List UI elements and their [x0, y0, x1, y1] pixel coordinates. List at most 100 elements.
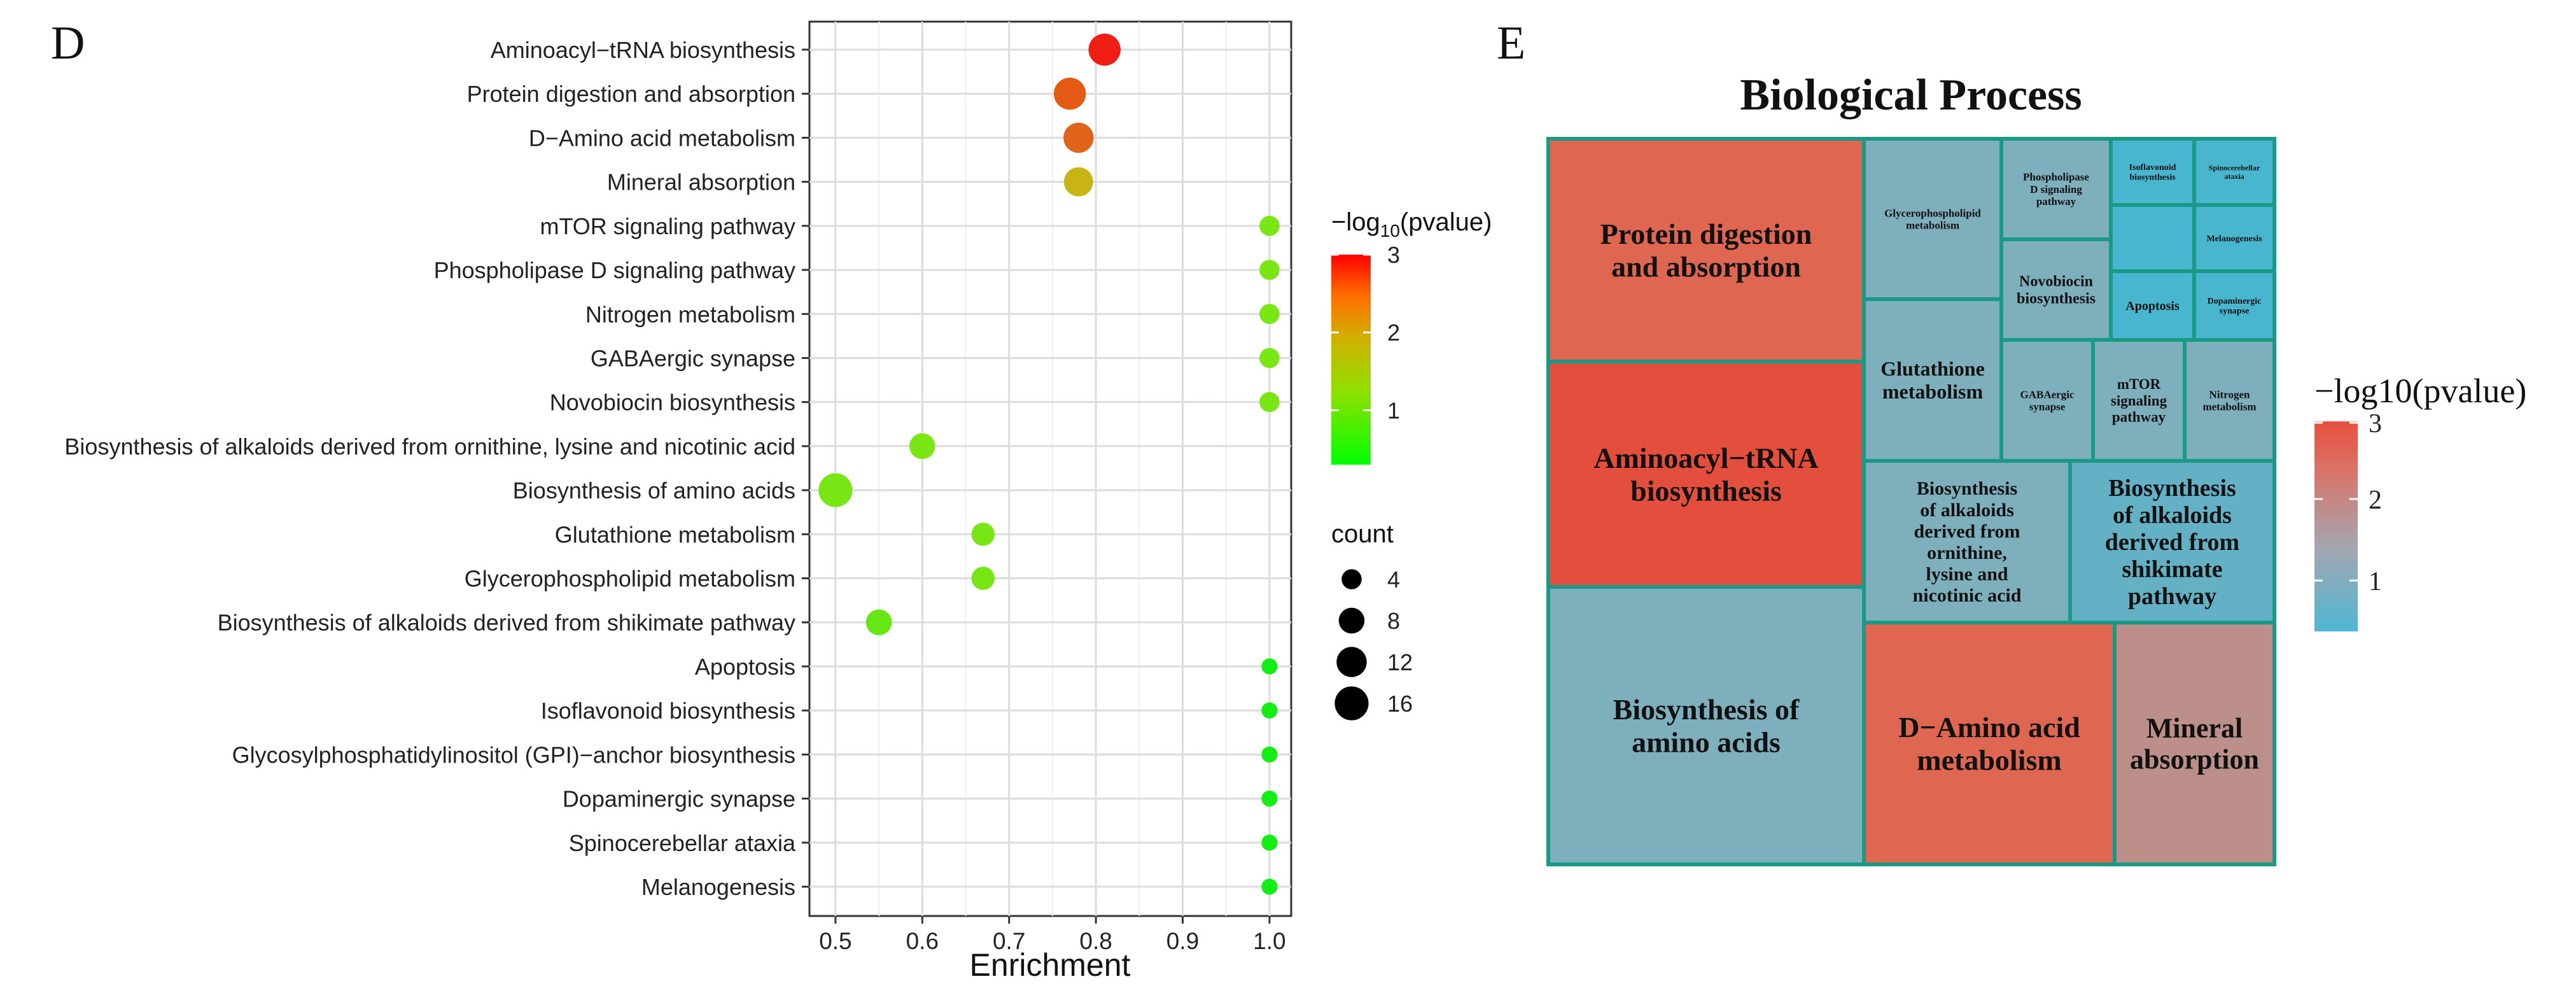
tile-glutathione-metabolism: Glutathione metabolism — [1862, 297, 2003, 463]
color-legend-d: −log10(pvalue) 1 2 3 — [1331, 208, 1492, 465]
tile-rect — [1862, 297, 2003, 463]
y-tick-label-spinocerebellar-ataxia: Spinocerebellar ataxia — [569, 830, 796, 856]
color-legend-e-bar — [2314, 421, 2358, 631]
tile-biosynthesis-of-amino-acids: Biosynthesis of amino acids — [1546, 585, 1866, 866]
point-melanogenesis — [1261, 878, 1278, 895]
point-gabaergic-synapse — [1259, 348, 1280, 369]
point-glycosylphosphatidylinositol-gpi-anchor-biosynthesis — [1261, 746, 1278, 763]
y-tick-label-biosynthesis-of-alkaloids-derived-from-ornithine-lysine-and-nicotinic-acid: Biosynthesis of alkaloids derived from o… — [64, 433, 795, 460]
y-tick-label-phospholipase-d-signaling-pathway: Phospholipase D signaling pathway — [434, 257, 795, 283]
tile-nitrogen-metabolism: Nitrogen metabolism — [2183, 338, 2276, 463]
grid-lines — [809, 22, 1291, 916]
size-legend-dot — [1338, 607, 1365, 634]
color-legend-d-ticks: 1 2 3 — [1331, 242, 1400, 423]
y-tick-label-dopaminergic-synapse: Dopaminergic synapse — [563, 786, 795, 812]
tile-d-amino-acid-metabolism: D−Amino acid metabolism — [1862, 621, 2117, 866]
y-tick-label-mtor-signaling-pathway: mTOR signaling pathway — [540, 213, 795, 239]
tile-label: Biosynthesis of alkaloids derived from shik… — [2105, 475, 2239, 610]
tile-label: Isoflavonoid biosynthesis — [2129, 163, 2176, 183]
x-tick-label: 0.9 — [1166, 928, 1199, 954]
treemap: Protein digestion and absorption Aminoacyl… — [1546, 137, 2276, 866]
point-nitrogen-metabolism — [1259, 304, 1280, 325]
panel-d-letter: D — [51, 17, 85, 69]
size-legend-dot — [1336, 647, 1367, 677]
point-biosynthesis-of-alkaloids-derived-from-shikimate-pathway — [865, 609, 892, 636]
x-tick-label: 0.6 — [906, 928, 939, 954]
y-tick-label-nitrogen-metabolism: Nitrogen metabolism — [585, 301, 795, 327]
y-tick-label-biosynthesis-of-amino-acids: Biosynthesis of amino acids — [513, 477, 795, 504]
y-tick-label-aminoacyl-trna-biosynthesis: Aminoacyl−tRNA biosynthesis — [491, 37, 795, 63]
tile-rect — [1999, 237, 2113, 342]
enrichment-dot-plot: Aminoacyl−tRNA biosynthesis Protein diges… — [64, 20, 1292, 983]
y-tick-label-apoptosis: Apoptosis — [695, 654, 795, 680]
tile-rect — [1862, 459, 2072, 624]
x-axis-title: Enrichment — [970, 947, 1131, 983]
treemap-title: Biological Process — [1740, 71, 2082, 120]
size-legend-label: 8 — [1387, 608, 1400, 634]
y-tick-labels: Aminoacyl−tRNA biosynthesis Protein diges… — [64, 37, 809, 900]
y-tick-label-biosynthesis-of-alkaloids-derived-from-shikimate-pathway: Biosynthesis of alkaloids derived from s… — [218, 610, 795, 636]
y-tick-label-mineral-absorption: Mineral absorption — [607, 169, 795, 195]
tile-protein-digestion-and-absorption: Protein digestion and absorption — [1546, 137, 1866, 363]
tile-label: Biosynthesis of amino acids — [1613, 693, 1800, 759]
y-tick-label-d-amino-acid-metabolism: D−Amino acid metabolism — [529, 125, 795, 151]
point-protein-digestion-and-absorption — [1053, 78, 1086, 110]
tile-biosynthesis-of-alkaloids-derived-from-ornithine-lysine-and-nicotinic-acid: Biosynthesis of alkaloids derived from orni… — [1862, 459, 2072, 624]
tile-label: Dopaminergic synapse — [2208, 297, 2262, 316]
tile-melanogenesis: Melanogenesis — [2192, 203, 2276, 273]
y-tick-label-glutathione-metabolism: Glutathione metabolism — [555, 521, 795, 547]
tile-dopaminergic-synapse: Dopaminergic synapse — [2192, 269, 2276, 342]
y-tick-label-isoflavonoid-biosynthesis: Isoflavonoid biosynthesis — [541, 698, 795, 724]
tile-label: Mineral absorption — [2130, 712, 2259, 775]
y-tick-label-gabaergic-synapse: GABAergic synapse — [591, 345, 795, 371]
data-points — [818, 33, 1280, 895]
point-phospholipase-d-signaling-pathway — [1259, 260, 1280, 280]
size-legend-title: count — [1331, 520, 1394, 548]
size-legend-label: 4 — [1387, 567, 1400, 593]
size-legend-items: 4 8 12 16 — [1334, 567, 1413, 721]
tile-label: Phospholipase D signaling pathway — [2023, 171, 2089, 208]
tile-label: Glycerophospholipid metabolism — [1884, 207, 1981, 231]
point-d-amino-acid-metabolism — [1063, 122, 1094, 153]
point-spinocerebellar-ataxia — [1261, 834, 1278, 851]
tile-label: GABAergic synapse — [2020, 388, 2075, 412]
point-apoptosis — [1261, 658, 1278, 675]
tile-unlabeled — [2109, 203, 2196, 273]
color-legend-e: −log10(pvalue) 1 2 3 — [2314, 372, 2526, 631]
point-mineral-absorption — [1063, 167, 1093, 197]
tile-rect — [2113, 621, 2276, 866]
tile-label: Novobiocin biosynthesis — [2017, 274, 2096, 307]
tile-label: Spinocerebellar ataxia — [2209, 163, 2260, 180]
x-tick-label: 0.7 — [993, 928, 1025, 954]
tile-rect — [1546, 360, 1866, 589]
tile-biosynthesis-of-alkaloids-derived-from-shikimate-pathway: Biosynthesis of alkaloids derived from shik… — [2068, 459, 2276, 624]
tile-label: Glutathione metabolism — [1880, 357, 1985, 403]
color-legend-e-label: 1 — [2369, 567, 2382, 596]
x-tick-label: 0.5 — [819, 928, 851, 954]
tile-novobiocin-biosynthesis: Novobiocin biosynthesis — [1999, 237, 2113, 342]
y-tick-label-protein-digestion-and-absorption: Protein digestion and absorption — [467, 81, 795, 107]
tile-label: Melanogenesis — [2206, 234, 2262, 244]
tile-rect — [1546, 585, 1866, 866]
tile-label: Nitrogen metabolism — [2202, 388, 2256, 412]
color-legend-d-bar — [1331, 255, 1371, 465]
x-tick-label: 0.8 — [1079, 928, 1112, 954]
color-legend-e-label: 3 — [2369, 409, 2382, 439]
tile-label: Biosynthesis of alkaloids derived from orni… — [1913, 478, 2022, 606]
x-tick-label: 1.0 — [1253, 928, 1285, 954]
size-legend-dot — [1334, 686, 1369, 721]
tile-label: Aminoacyl−tRNA biosynthesis — [1593, 442, 1818, 507]
point-biosynthesis-of-alkaloids-derived-from-ornithine-lysine-and-nicotinic-acid — [909, 433, 935, 460]
panel-e-letter: E — [1497, 17, 1525, 69]
tile-label: mTOR signaling pathway — [2111, 376, 2167, 425]
y-tick-label-melanogenesis: Melanogenesis — [641, 874, 795, 900]
x-axis-ticks: 0.5 0.6 0.7 0.8 0.9 1.0 — [819, 916, 1286, 954]
color-legend-e-ticks: 1 2 3 — [2314, 409, 2382, 596]
plot-frame — [808, 20, 1292, 917]
color-legend-d-label: 2 — [1387, 320, 1400, 346]
y-tick-label-glycerophospholipid-metabolism: Glycerophospholipid metabolism — [465, 566, 795, 592]
size-legend-label: 12 — [1387, 649, 1413, 675]
tile-label: Protein digestion and absorption — [1600, 218, 1812, 283]
point-biosynthesis-of-amino-acids — [818, 473, 853, 507]
